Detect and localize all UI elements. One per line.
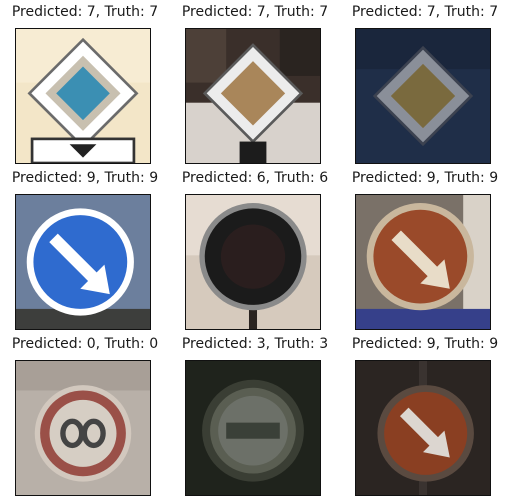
prediction-caption: Predicted: 9, Truth: 9 (351, 170, 499, 186)
grid-cell: Predicted: 9, Truth: 9 (340, 332, 510, 498)
prediction-caption: Predicted: 7, Truth: 7 (11, 4, 159, 20)
priority-road-sign-icon (356, 29, 490, 163)
grid-cell: Predicted: 7, Truth: 7 (170, 0, 340, 166)
prediction-caption: Predicted: 9, Truth: 9 (351, 336, 499, 352)
round-sign-icon (186, 195, 320, 329)
speed-limit-sign-icon (186, 361, 320, 495)
sign-image (185, 360, 321, 496)
priority-road-sign-icon (186, 29, 320, 163)
keep-right-sign-icon (356, 361, 490, 495)
priority-road-sign-icon (16, 29, 150, 163)
prediction-caption: Predicted: 3, Truth: 3 (181, 336, 329, 352)
sign-image (355, 28, 491, 164)
keep-right-sign-icon (356, 195, 490, 329)
sign-image (15, 194, 151, 330)
sign-image (185, 194, 321, 330)
prediction-caption: Predicted: 6, Truth: 6 (181, 170, 329, 186)
grid-cell: Predicted: 6, Truth: 6 (170, 166, 340, 332)
keep-right-sign-icon (16, 195, 150, 329)
prediction-caption: Predicted: 7, Truth: 7 (181, 4, 329, 20)
sign-image (355, 194, 491, 330)
sign-image (185, 28, 321, 164)
grid-cell: Predicted: 0, Truth: 0 (0, 332, 170, 498)
grid-cell: Predicted: 9, Truth: 9 (0, 166, 170, 332)
prediction-caption: Predicted: 9, Truth: 9 (11, 170, 159, 186)
sign-image (15, 28, 151, 164)
grid-cell: Predicted: 9, Truth: 9 (340, 166, 510, 332)
prediction-caption: Predicted: 0, Truth: 0 (11, 336, 159, 352)
prediction-caption: Predicted: 7, Truth: 7 (351, 4, 499, 20)
grid-cell: Predicted: 7, Truth: 7 (340, 0, 510, 166)
sign-image (355, 360, 491, 496)
grid-cell: Predicted: 7, Truth: 7 (0, 0, 170, 166)
grid-cell: Predicted: 3, Truth: 3 (170, 332, 340, 498)
speed-limit-sign-icon (16, 361, 150, 495)
sign-image (15, 360, 151, 496)
